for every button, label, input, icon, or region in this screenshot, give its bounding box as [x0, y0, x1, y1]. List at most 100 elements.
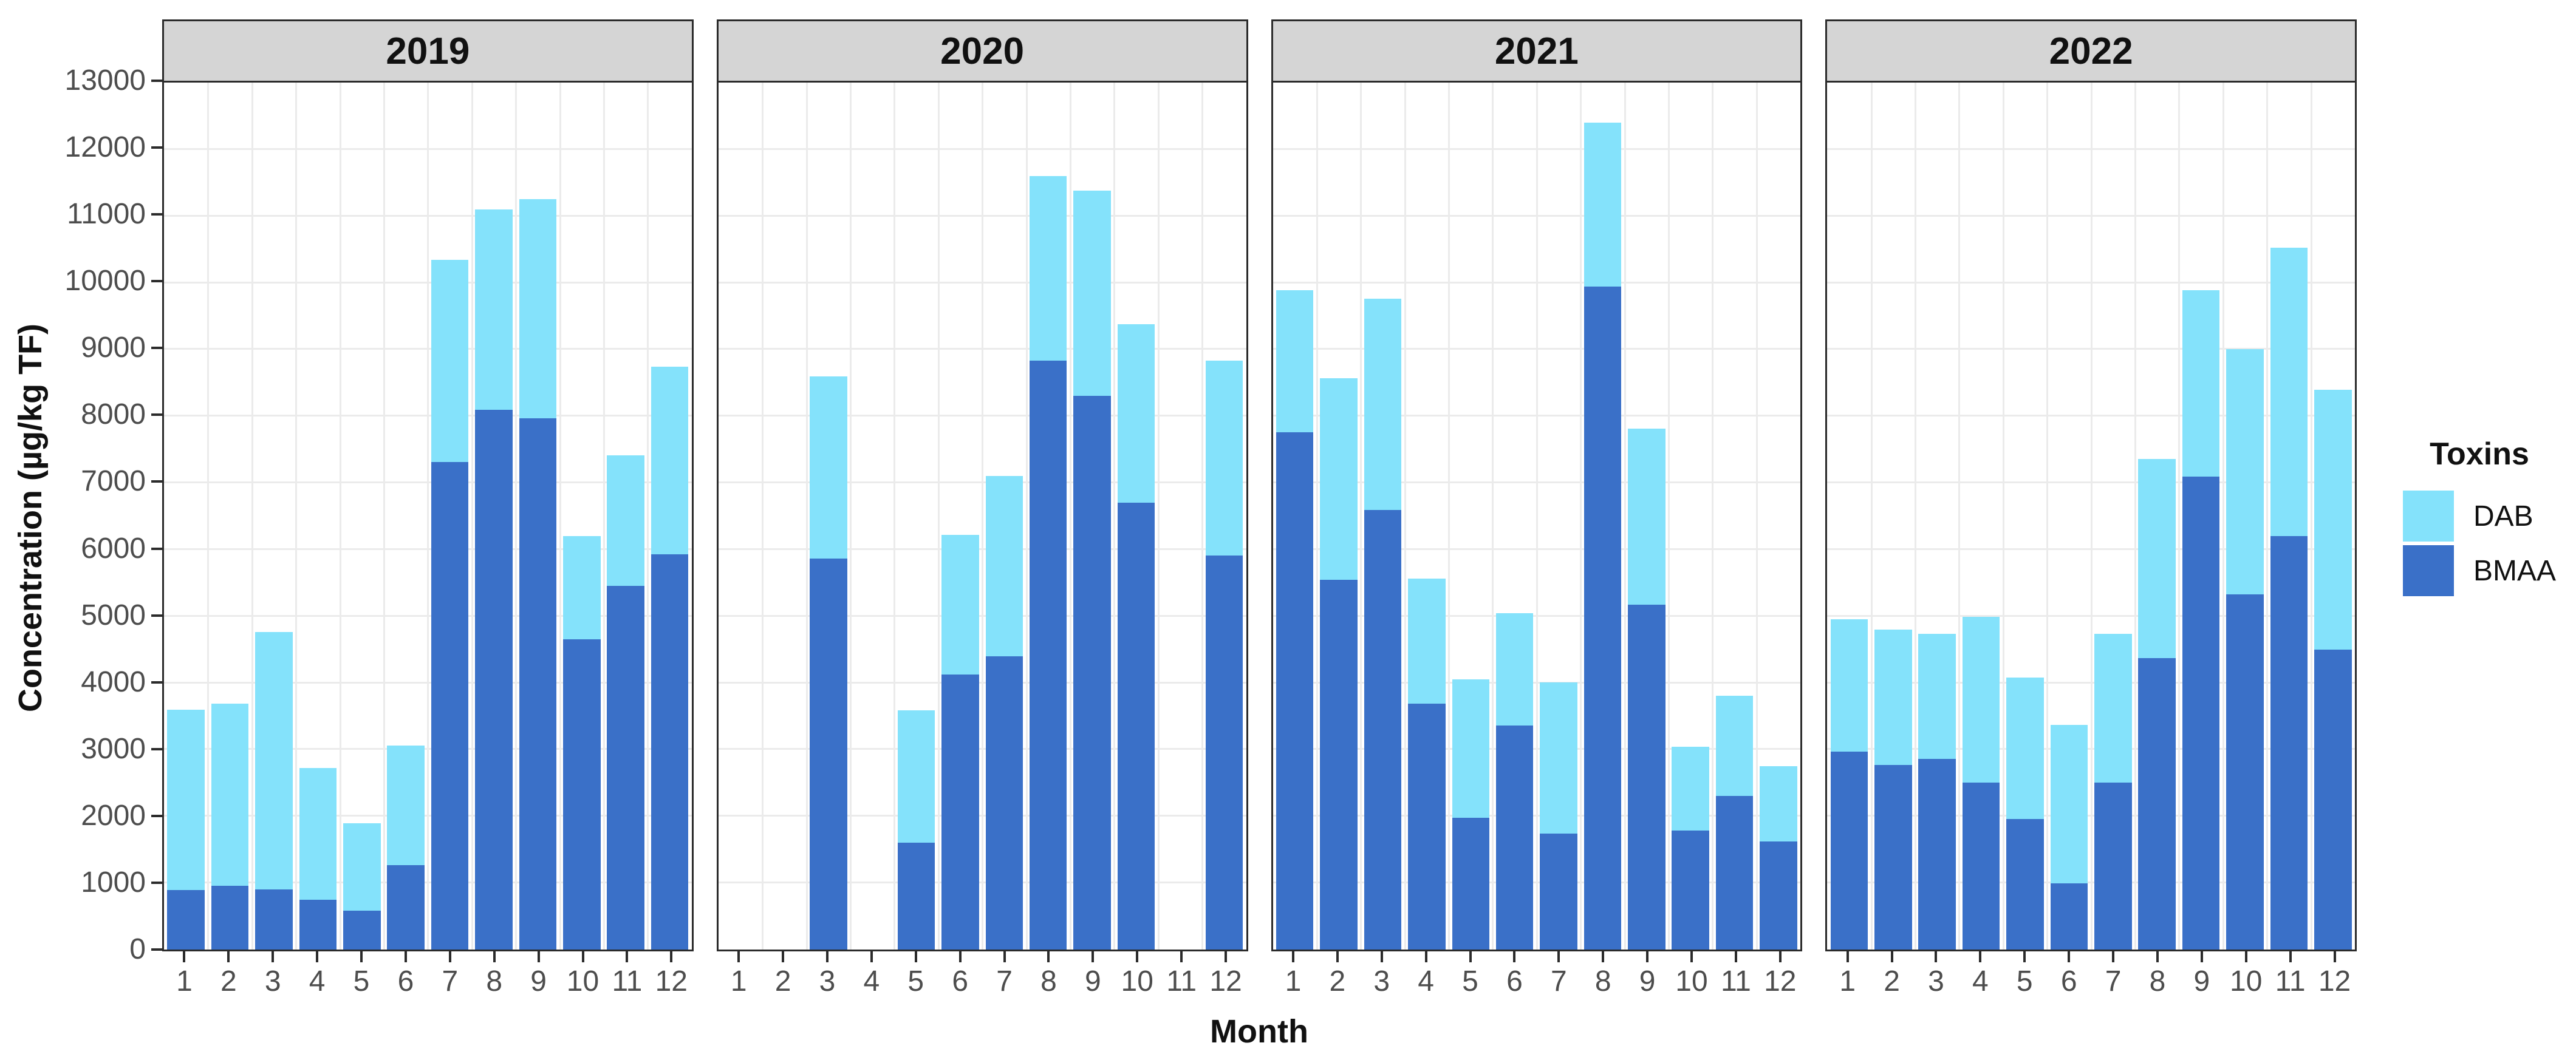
x-tick-label-month-5: 5: [907, 965, 924, 998]
bar-segment-dab: [1495, 613, 1534, 726]
x-tick-label-month-2: 2: [774, 965, 791, 998]
bar-segment-dab: [607, 455, 644, 586]
bar-2022-month-12: [2314, 390, 2352, 950]
x-tick-label-month-6: 6: [1506, 965, 1523, 998]
x-tick-label-month-1: 1: [1285, 965, 1302, 998]
v-gridline: [515, 83, 518, 950]
bar-2019-month-2: [211, 703, 249, 950]
x-tick-month-8: [1602, 951, 1605, 962]
facet-panel-2022: 2022 1 2 3 4 5 6 7 8 9 10 11 12: [1825, 19, 2357, 999]
bar-2021-month-4: [1408, 579, 1446, 950]
x-tick-month-10: [1690, 951, 1693, 962]
x-tick-month-7: [1557, 951, 1560, 962]
bar-segment-bmaa: [1073, 396, 1111, 950]
bar-segment-bmaa: [2182, 477, 2220, 950]
y-tick-label-0: 0: [129, 933, 146, 965]
bar-2021-month-7: [1540, 682, 1577, 950]
x-tick-month-10: [581, 951, 584, 962]
bar-segment-dab: [1540, 682, 1577, 834]
plot-area-2021: [1271, 81, 1803, 951]
bar-segment-bmaa: [1830, 751, 1868, 950]
bar-segment-bmaa: [431, 462, 469, 950]
x-tick-label-month-9: 9: [1085, 965, 1101, 998]
x-tick-label-month-8: 8: [2149, 965, 2166, 998]
x-tick-label-month-7: 7: [996, 965, 1013, 998]
bar-2021-month-10: [1672, 747, 1710, 950]
bar-segment-dab: [1073, 190, 1111, 396]
bar-segment-dab: [1672, 747, 1710, 831]
x-tick-month-10: [2244, 951, 2247, 962]
bar-2022-month-4: [1962, 616, 2000, 950]
x-tick-month-1: [183, 951, 186, 962]
bar-segment-bmaa: [1364, 510, 1402, 950]
x-tick-label-month-1: 1: [176, 965, 193, 998]
y-tick-label-11000: 11000: [67, 198, 146, 231]
x-tick-label-month-5: 5: [353, 965, 370, 998]
bar-2020-month-3: [809, 376, 847, 950]
plot-area-2019: [162, 81, 694, 951]
bar-2020-month-8: [1029, 175, 1067, 950]
v-gridline: [2310, 83, 2312, 950]
x-tick-label-month-3: 3: [1928, 965, 1944, 998]
bar-2021-month-6: [1495, 613, 1534, 950]
v-gridline: [849, 83, 852, 950]
bar-2019-month-6: [387, 745, 425, 950]
v-gridline: [251, 83, 253, 950]
bar-2019-month-12: [651, 366, 689, 950]
y-axis-title: Concentration (µg/kg TF): [12, 323, 49, 713]
bar-2019-month-1: [167, 709, 205, 950]
x-tick-label-month-3: 3: [264, 965, 281, 998]
bar-segment-dab: [1408, 579, 1446, 704]
facet-panel-2019: 2019 1 2 3 4 5 6 7 8 9 10 11 12: [162, 19, 694, 999]
v-gridline: [2266, 83, 2269, 950]
y-tick-label-3000: 3000: [81, 732, 146, 765]
bar-segment-bmaa: [1540, 833, 1577, 950]
x-tick-month-4: [1979, 951, 1982, 962]
x-tick-label-month-2: 2: [220, 965, 237, 998]
x-tick-label-month-5: 5: [2016, 965, 2033, 998]
x-tick-label-month-10: 10: [1675, 965, 1708, 998]
v-gridline: [1624, 83, 1626, 950]
x-tick-month-2: [1336, 951, 1339, 962]
v-gridline: [1360, 83, 1362, 950]
bar-2022-month-5: [2006, 677, 2044, 950]
bar-2022-month-8: [2138, 458, 2176, 950]
bar-segment-dab: [2094, 634, 2132, 783]
y-tick-label-12000: 12000: [64, 131, 146, 164]
bar-2022-month-6: [2050, 724, 2088, 950]
x-tick-label-month-9: 9: [1639, 965, 1656, 998]
y-tick-8000: [151, 413, 162, 416]
legend-item-dab: DAB: [2403, 491, 2556, 542]
v-gridline: [647, 83, 649, 950]
x-tick-label-month-8: 8: [486, 965, 503, 998]
bar-segment-dab: [1918, 634, 1956, 759]
bar-segment-dab: [255, 632, 293, 890]
v-gridline: [1536, 83, 1538, 950]
y-tick-label-2000: 2000: [81, 799, 146, 832]
x-tick-month-2: [1890, 951, 1893, 962]
v-gridline: [2046, 83, 2049, 950]
x-tick-month-6: [958, 951, 962, 962]
bar-segment-dab: [2226, 349, 2264, 594]
bar-segment-dab: [1874, 629, 1912, 765]
x-tick-label-month-12: 12: [2318, 965, 2351, 998]
bar-segment-bmaa: [255, 889, 293, 950]
v-gridline: [1069, 83, 1071, 950]
bar-2020-month-9: [1073, 190, 1111, 950]
bar-segment-dab: [1364, 298, 1402, 511]
y-tick-11000: [151, 213, 162, 216]
x-tick-month-11: [2289, 951, 2292, 962]
bar-segment-bmaa: [562, 639, 601, 950]
bar-segment-bmaa: [387, 865, 425, 950]
bar-segment-bmaa: [1205, 555, 1243, 950]
v-gridline: [1448, 83, 1450, 950]
v-gridline: [1404, 83, 1406, 950]
v-gridline: [2090, 83, 2093, 950]
x-tick-label-month-8: 8: [1040, 965, 1057, 998]
bar-segment-dab: [475, 209, 513, 410]
x-tick-label-month-4: 4: [863, 965, 880, 998]
y-tick-9000: [151, 347, 162, 350]
bar-2020-month-12: [1205, 361, 1243, 950]
x-axis-ticks-2020: [717, 951, 1248, 965]
x-tick-label-month-10: 10: [1121, 965, 1153, 998]
